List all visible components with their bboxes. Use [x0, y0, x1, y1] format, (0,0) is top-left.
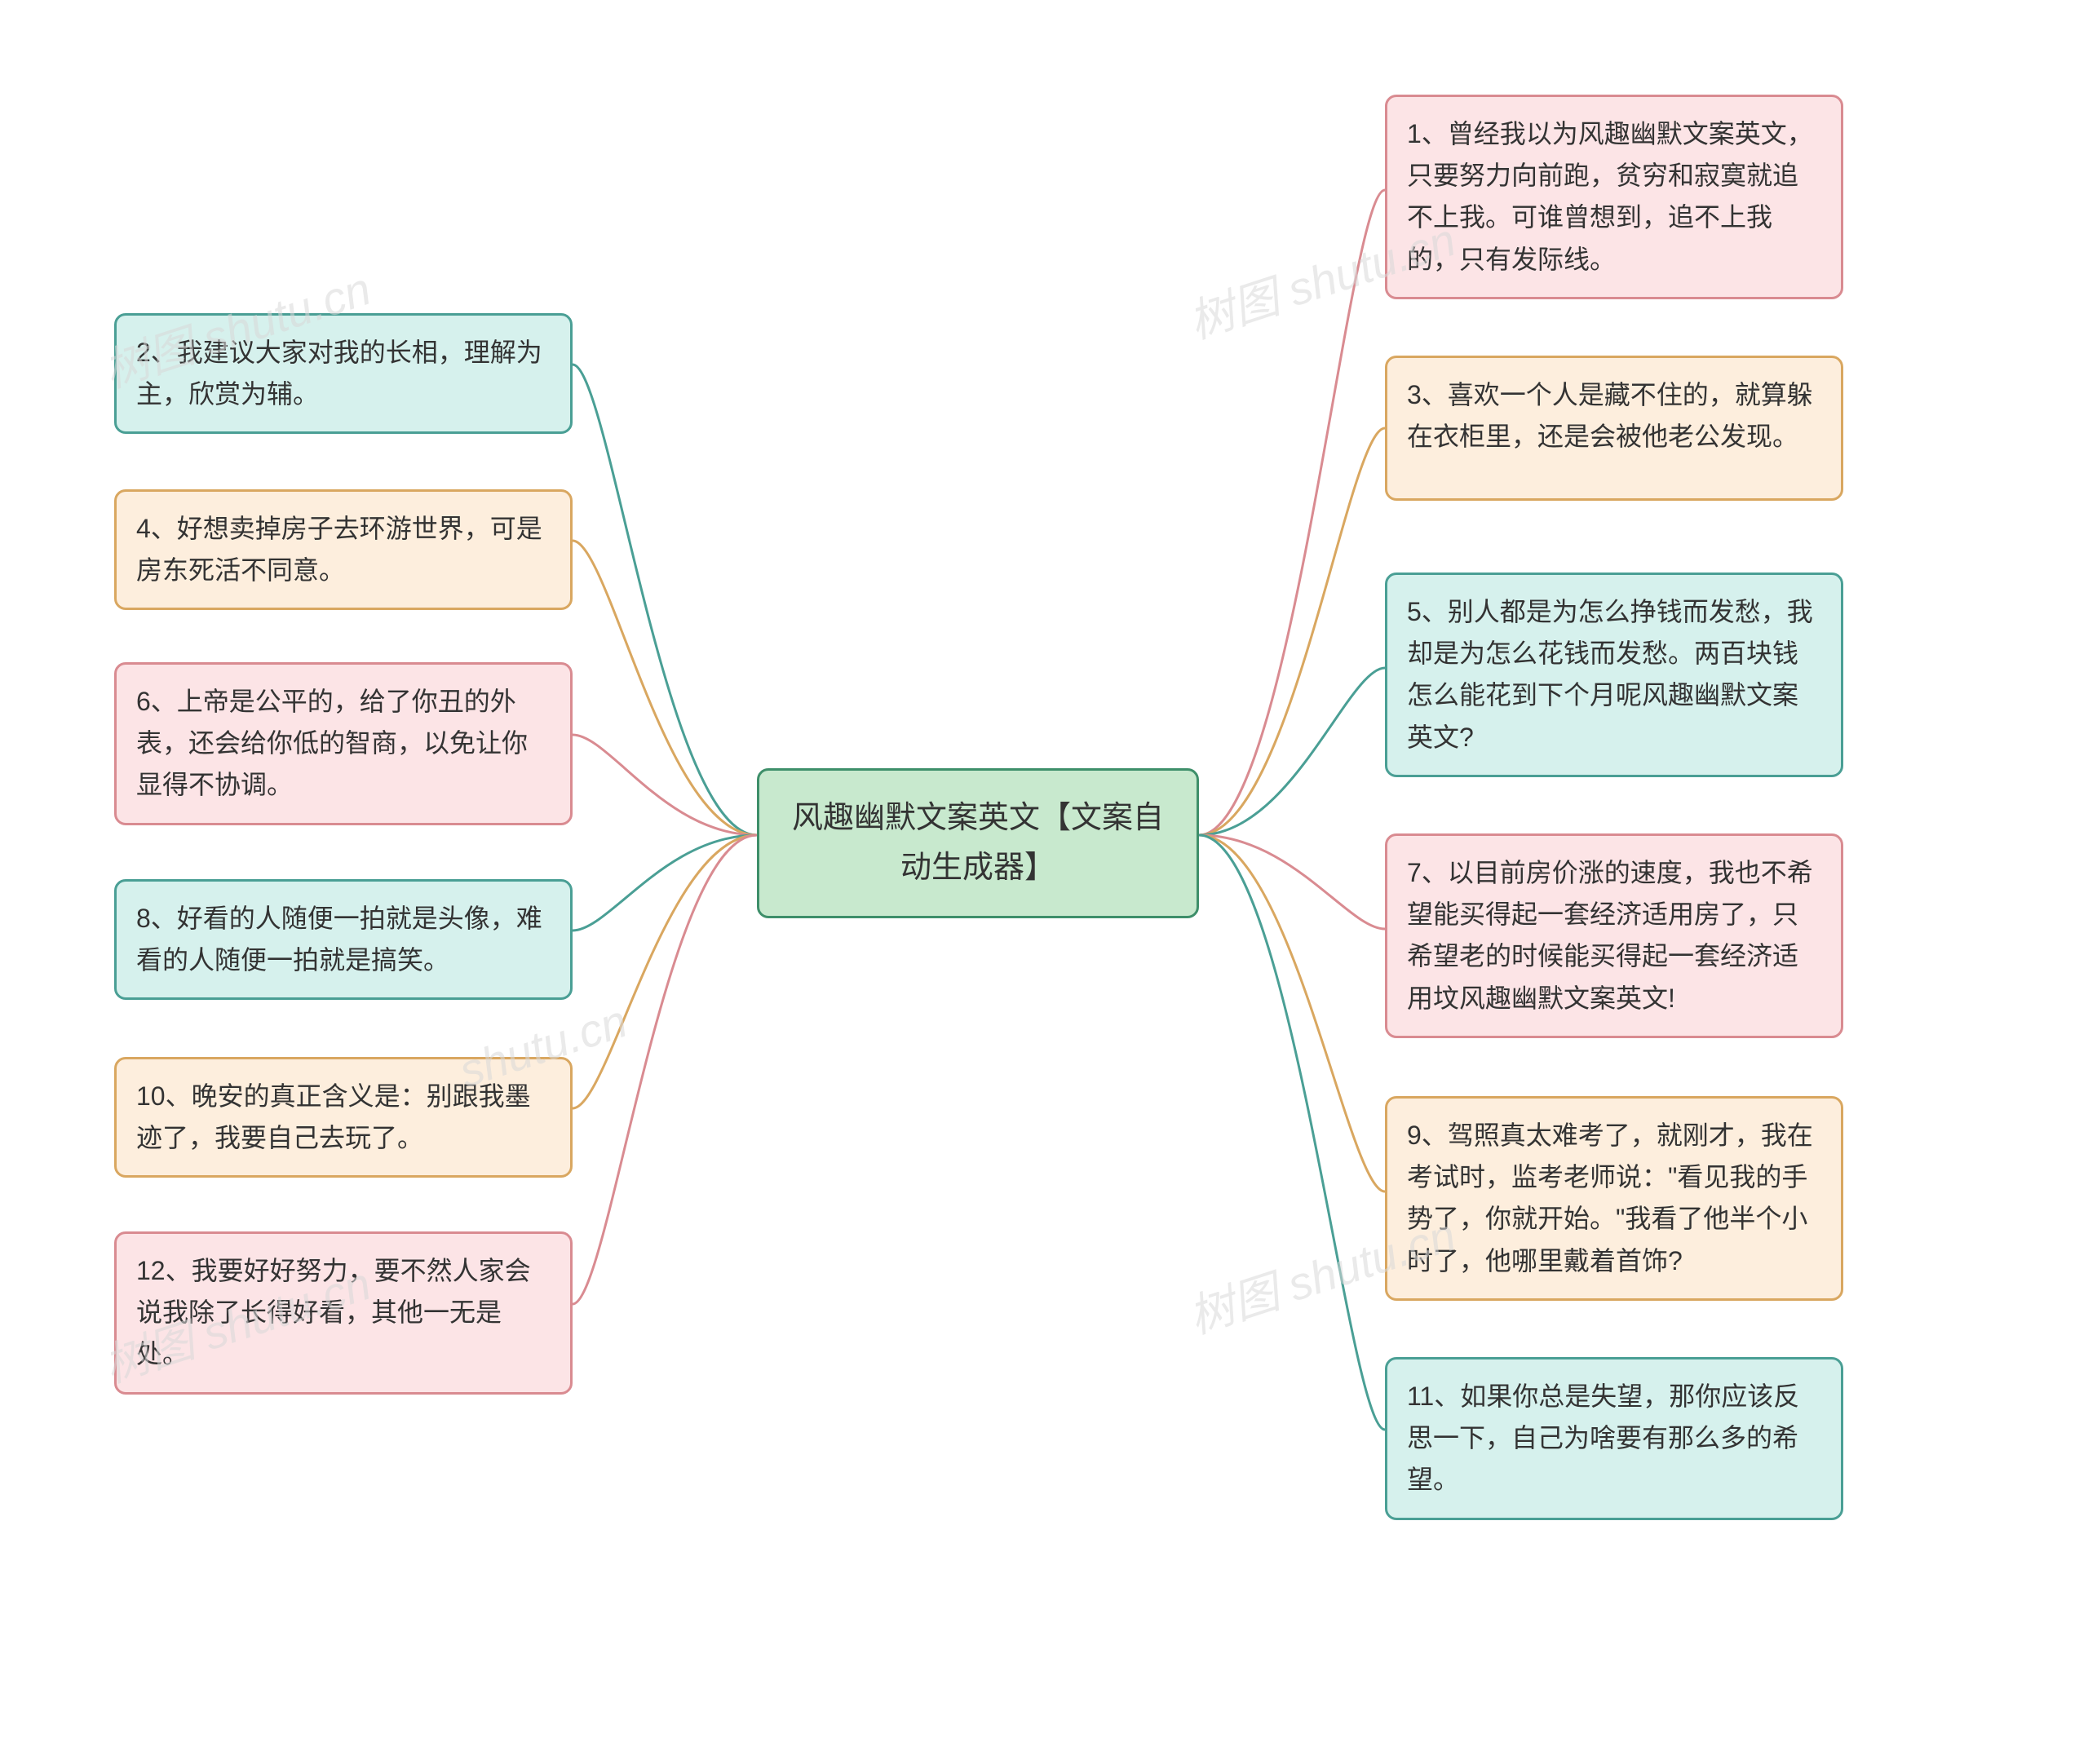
node-1: 1、曾经我以为风趣幽默文案英文，只要努力向前跑，贫穷和寂寞就追不上我。可谁曾想到… — [1385, 95, 1843, 299]
mindmap-canvas: 风趣幽默文案英文【文案自动生成器】 2、我建议大家对我的长相，理解为主，欣赏为辅。… — [0, 0, 2088, 1764]
node-11: 11、如果你总是失望，那你应该反思一下，自己为啥要有那么多的希望。 — [1385, 1357, 1843, 1520]
node-8: 8、好看的人随便一拍就是头像，难看的人随便一拍就是搞笑。 — [114, 879, 573, 1000]
center-node: 风趣幽默文案英文【文案自动生成器】 — [757, 768, 1199, 918]
node-3: 3、喜欢一个人是藏不住的，就算躲在衣柜里，还是会被他老公发现。 — [1385, 356, 1843, 501]
node-10: 10、晚安的真正含义是：别跟我墨迹了，我要自己去玩了。 — [114, 1057, 573, 1178]
node-9: 9、驾照真太难考了，就刚才，我在考试时，监考老师说："看见我的手势了，你就开始。… — [1385, 1096, 1843, 1301]
node-6: 6、上帝是公平的，给了你丑的外表，还会给你低的智商，以免让你显得不协调。 — [114, 662, 573, 825]
node-4: 4、好想卖掉房子去环游世界，可是房东死活不同意。 — [114, 489, 573, 610]
node-2: 2、我建议大家对我的长相，理解为主，欣赏为辅。 — [114, 313, 573, 434]
node-5: 5、别人都是为怎么挣钱而发愁，我却是为怎么花钱而发愁。两百块钱怎么能花到下个月呢… — [1385, 573, 1843, 777]
node-12: 12、我要好好努力，要不然人家会说我除了长得好看，其他一无是处。 — [114, 1231, 573, 1395]
node-7: 7、以目前房价涨的速度，我也不希望能买得起一套经济适用房了，只希望老的时候能买得… — [1385, 833, 1843, 1038]
